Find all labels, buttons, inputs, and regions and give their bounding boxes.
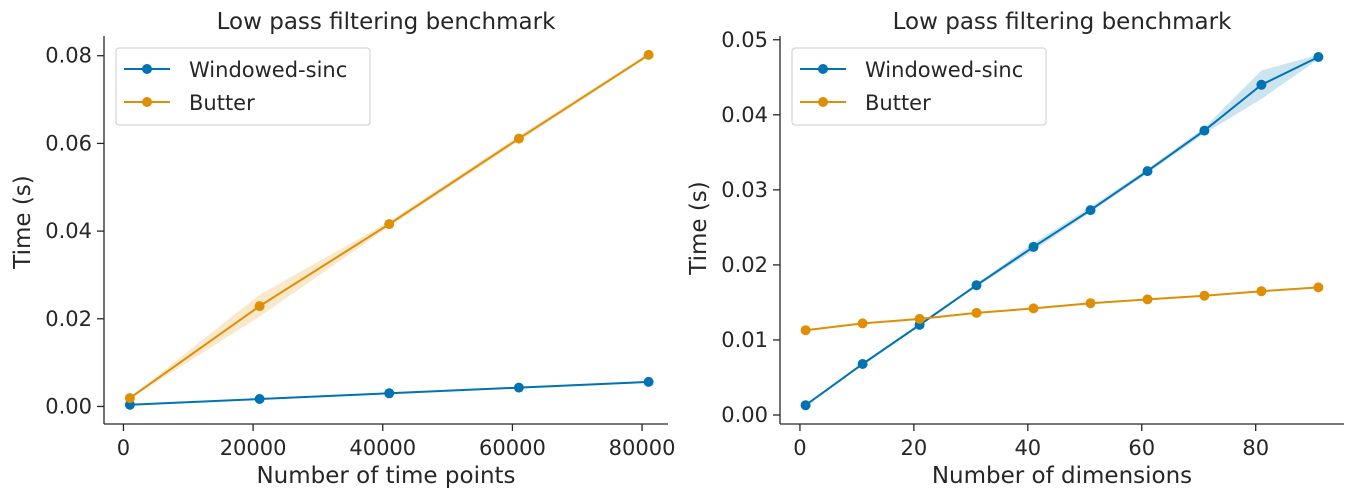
x-tick-label: 0 <box>793 436 806 460</box>
data-point <box>800 400 811 411</box>
data-point <box>971 280 982 291</box>
y-tick-label: 0.03 <box>721 178 768 202</box>
legend-entry-butter: Butter <box>124 91 255 115</box>
series-line-0 <box>805 56 1319 407</box>
x-tick-label: 40000 <box>349 436 416 460</box>
chart-dimensions: Low pass filtering benchmark Number of d… <box>686 9 1344 489</box>
x-axis-label: Number of time points <box>256 463 515 489</box>
legend-swatch-marker <box>142 64 152 74</box>
x-tick-label: 0 <box>117 436 130 460</box>
data-point <box>914 313 925 324</box>
data-point <box>1142 294 1153 305</box>
data-point <box>1199 290 1210 301</box>
y-tick-label: 0.05 <box>721 28 768 52</box>
legend-entry-butter: Butter <box>800 91 931 115</box>
y-tick-label: 0.06 <box>45 131 92 155</box>
y-tick-label: 0.08 <box>45 44 92 68</box>
y-tick-label: 0.01 <box>721 328 768 352</box>
legend-label: Butter <box>189 91 255 115</box>
y-tick-label: 0.02 <box>45 307 92 331</box>
y-ticks: 0.00 0.02 0.04 0.06 0.08 <box>45 44 104 418</box>
legend-entry-windowed-sinc: Windowed-sinc <box>124 58 347 82</box>
y-tick-label: 0.04 <box>45 219 92 243</box>
legend-frame <box>115 47 371 126</box>
data-point <box>1199 125 1210 136</box>
data-point <box>384 219 395 230</box>
x-ticks: 0 20000 40000 60000 80000 <box>117 424 676 460</box>
legend-entry-windowed-sinc: Windowed-sinc <box>800 58 1023 82</box>
data-point <box>643 376 654 387</box>
legend: Windowed-sinc Butter <box>791 47 1047 126</box>
series-points <box>800 52 1324 411</box>
x-tick-label: 60 <box>1128 436 1155 460</box>
y-tick-label: 0.00 <box>45 394 92 418</box>
data-point <box>1256 286 1267 297</box>
data-point <box>857 359 868 369</box>
x-tick-label: 80000 <box>609 436 676 460</box>
y-tick-label: 0.02 <box>721 253 768 277</box>
legend-label: Windowed-sinc <box>865 58 1023 82</box>
series-line-1 <box>805 286 1319 332</box>
series-points <box>124 49 654 410</box>
x-tick-label: 60000 <box>479 436 546 460</box>
data-point <box>254 394 265 404</box>
data-point <box>1028 303 1039 314</box>
y-tick-label: 0.04 <box>721 103 768 127</box>
legend-swatch-marker <box>818 64 828 74</box>
y-axis-label: Time (s) <box>10 175 36 270</box>
data-point <box>384 388 395 399</box>
data-point <box>1085 205 1096 216</box>
data-point <box>800 325 811 336</box>
legend: Windowed-sinc Butter <box>115 47 371 126</box>
x-tick-label: 20 <box>901 436 928 460</box>
x-axis-label: Number of dimensions <box>932 463 1192 489</box>
data-point <box>254 301 265 312</box>
data-point <box>1085 298 1096 309</box>
y-axis-label: Time (s) <box>686 181 712 276</box>
y-tick-label: 0.00 <box>721 403 768 427</box>
chart-time-points: Low pass filtering benchmark Number of t… <box>10 9 675 489</box>
x-ticks: 0 20 40 60 80 <box>793 424 1269 460</box>
legend-swatch-marker <box>142 97 152 107</box>
data-point <box>1028 241 1039 252</box>
data-point <box>1142 166 1153 177</box>
data-point <box>1256 79 1267 90</box>
data-point <box>513 133 524 144</box>
data-point <box>124 393 135 404</box>
legend-frame <box>791 47 1047 126</box>
series-lines <box>805 56 1319 407</box>
chart-title: Low pass filtering benchmark <box>893 9 1232 35</box>
data-point <box>1313 282 1324 293</box>
data-point <box>643 49 654 60</box>
y-ticks: 0.00 0.01 0.02 0.03 0.04 0.05 <box>721 28 780 427</box>
legend-swatch-marker <box>818 97 828 107</box>
x-tick-label: 80 <box>1242 436 1269 460</box>
legend-label: Butter <box>865 91 931 115</box>
data-point <box>513 382 524 393</box>
x-tick-label: 40 <box>1014 436 1041 460</box>
data-point <box>857 318 868 329</box>
data-point <box>971 307 982 318</box>
chart-title: Low pass filtering benchmark <box>217 9 556 35</box>
data-point <box>1313 52 1324 62</box>
legend-label: Windowed-sinc <box>189 58 347 82</box>
x-tick-label: 20000 <box>220 436 287 460</box>
ci-band-0 <box>805 54 1319 407</box>
